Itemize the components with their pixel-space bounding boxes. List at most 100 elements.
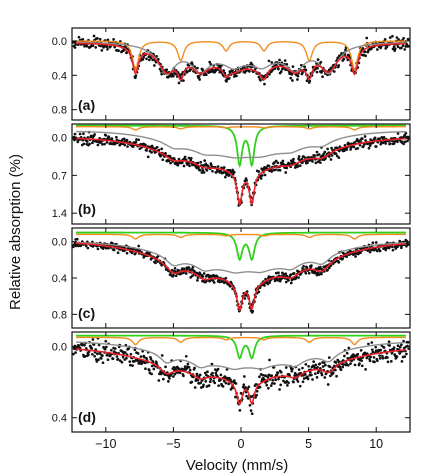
- data-point: [117, 49, 120, 53]
- data-point: [146, 155, 150, 159]
- data-point: [168, 154, 172, 158]
- data-point: [400, 343, 403, 347]
- data-point: [169, 374, 172, 377]
- data-point: [83, 343, 86, 347]
- data-point: [302, 264, 305, 268]
- data-point: [291, 65, 295, 68]
- data-point: [306, 377, 310, 381]
- data-point: [244, 386, 247, 389]
- data-point: [402, 339, 405, 343]
- data-point: [327, 155, 331, 158]
- data-point: [289, 281, 293, 285]
- data-point: [112, 248, 116, 252]
- data-point: [345, 148, 348, 151]
- data-point: [370, 348, 374, 352]
- data-point: [173, 267, 177, 270]
- data-point: [99, 357, 103, 360]
- data-point: [245, 179, 248, 182]
- data-point: [310, 373, 313, 377]
- data-point: [224, 175, 227, 179]
- data-point: [149, 357, 153, 361]
- data-point: [91, 141, 94, 145]
- data-point: [85, 44, 89, 48]
- data-point: [321, 365, 325, 368]
- data-point: [326, 383, 330, 386]
- data-point: [106, 47, 109, 51]
- data-point: [225, 368, 229, 371]
- data-point: [155, 145, 159, 149]
- data-point: [195, 271, 199, 275]
- data-point: [276, 279, 280, 282]
- data-point: [219, 169, 223, 173]
- x-tick-label: −5: [166, 437, 180, 451]
- data-point: [334, 152, 338, 155]
- data-point: [91, 352, 94, 356]
- data-point: [358, 143, 362, 147]
- data-point: [123, 143, 127, 147]
- data-point: [278, 168, 282, 172]
- data-point: [182, 271, 185, 275]
- data-point: [206, 273, 210, 277]
- data-point: [363, 135, 367, 138]
- data-point: [272, 365, 276, 369]
- data-point: [128, 360, 132, 363]
- data-point: [392, 346, 396, 349]
- data-point: [374, 349, 378, 353]
- data-point: [188, 164, 191, 168]
- data-point: [291, 79, 294, 82]
- data-point: [211, 371, 214, 375]
- data-point: [341, 257, 345, 260]
- subspectrum-line-1: [76, 231, 406, 262]
- data-point: [406, 37, 410, 41]
- data-point: [359, 357, 362, 360]
- data-point: [391, 245, 394, 249]
- data-point: [290, 369, 294, 373]
- data-point: [329, 158, 333, 161]
- data-point: [259, 78, 262, 82]
- data-point: [287, 381, 290, 385]
- data-point: [287, 279, 290, 282]
- data-point: [304, 363, 308, 366]
- data-point: [271, 378, 275, 382]
- data-point: [378, 354, 381, 358]
- data-point: [328, 365, 332, 369]
- data-point: [402, 36, 405, 40]
- data-point: [248, 70, 251, 73]
- data-point: [224, 381, 228, 385]
- data-point: [225, 80, 228, 83]
- data-point: [134, 74, 138, 77]
- data-point: [149, 56, 153, 60]
- data-point: [161, 158, 165, 162]
- data-point: [391, 248, 395, 252]
- data-point: [394, 247, 398, 250]
- data-point: [245, 394, 248, 398]
- data-point: [354, 255, 357, 258]
- data-point: [331, 262, 335, 265]
- data-point: [78, 132, 82, 136]
- data-point: [148, 368, 151, 372]
- data-point: [284, 272, 288, 276]
- data-point: [373, 360, 376, 364]
- data-point: [286, 384, 289, 387]
- y-tick-label: 0.4: [52, 70, 67, 82]
- data-point: [284, 171, 288, 174]
- panel-label: (a): [78, 97, 95, 113]
- data-point: [101, 354, 104, 357]
- data-point: [257, 75, 261, 79]
- data-point: [172, 375, 175, 378]
- y-axis-title: Relative absorption (%): [7, 154, 24, 310]
- data-point: [167, 159, 171, 163]
- data-point: [395, 36, 399, 39]
- data-point: [95, 360, 99, 363]
- data-point: [376, 48, 379, 51]
- data-point: [403, 133, 407, 137]
- y-tick-label: 0.7: [52, 170, 67, 182]
- data-point: [145, 149, 148, 152]
- data-point: [75, 237, 79, 241]
- data-point: [279, 383, 283, 387]
- data-point: [326, 268, 329, 272]
- data-point: [337, 156, 341, 159]
- data-point: [313, 372, 317, 375]
- data-point: [393, 47, 397, 51]
- data-point: [199, 381, 203, 385]
